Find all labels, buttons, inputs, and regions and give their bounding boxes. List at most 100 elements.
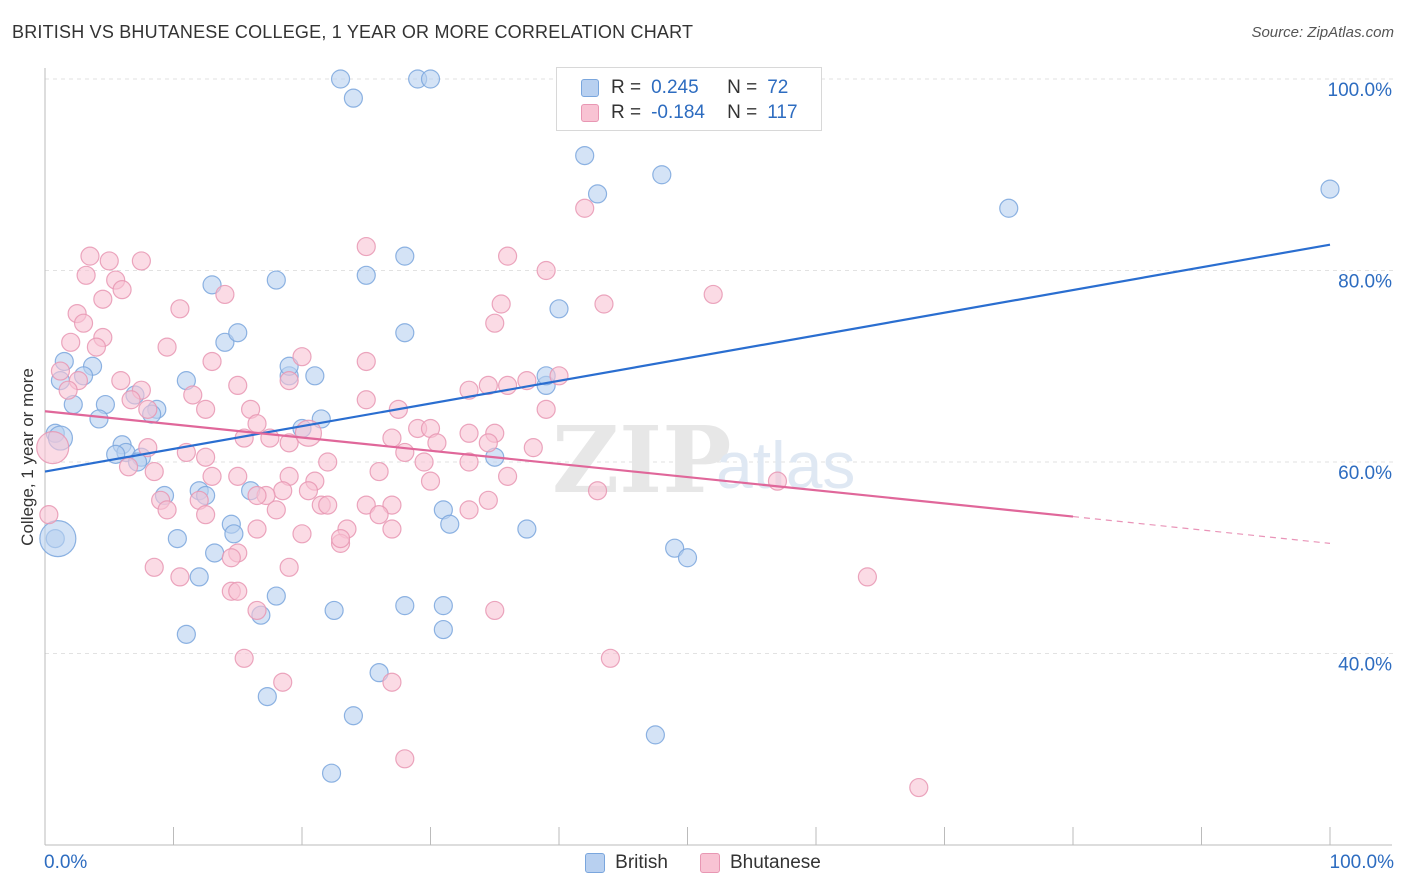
point-bhutanese — [382, 672, 402, 692]
point-bhutanese — [356, 351, 376, 372]
point-bhutanese — [279, 433, 299, 453]
point-british — [395, 246, 415, 266]
point-bhutanese — [202, 351, 222, 372]
point-british — [677, 548, 698, 568]
watermark-zip: ZIP — [552, 406, 731, 514]
point-bhutanese — [298, 481, 319, 501]
point-british — [89, 409, 109, 429]
y-tick-label: 60.0% — [1338, 463, 1392, 484]
point-bhutanese — [330, 528, 351, 549]
trend-line-bhutanese — [44, 410, 1074, 518]
point-british — [652, 165, 672, 185]
legend-n-label-bhutanese: N = — [727, 102, 758, 123]
point-bhutanese — [157, 500, 177, 520]
series-legend-british[interactable]: British — [585, 852, 668, 874]
point-bhutanese — [170, 567, 190, 587]
point-british — [224, 524, 244, 544]
point-british — [433, 619, 453, 640]
legend-r-label-bhutanese: R = — [611, 102, 642, 123]
point-bhutanese — [228, 581, 248, 601]
point-british — [205, 543, 225, 563]
point-bhutanese — [600, 648, 621, 668]
point-bhutanese — [144, 461, 164, 482]
point-bhutanese — [369, 505, 389, 525]
point-bhutanese — [228, 466, 248, 486]
point-bhutanese — [356, 390, 376, 410]
point-british — [665, 538, 685, 558]
point-bhutanese — [80, 246, 100, 266]
point-bhutanese — [157, 337, 177, 357]
point-british — [266, 586, 286, 606]
point-bhutanese — [459, 423, 479, 443]
point-british — [440, 514, 460, 534]
point-british — [321, 763, 342, 783]
point-british — [645, 725, 665, 745]
point-bhutanese — [857, 567, 878, 587]
point-bhutanese — [498, 246, 518, 266]
point-bhutanese — [279, 371, 299, 391]
legend-n-label-british: N = — [727, 77, 758, 98]
point-bhutanese — [523, 438, 543, 458]
point-bhutanese — [36, 431, 70, 465]
point-bhutanese — [228, 375, 248, 395]
y-tick-label: 80.0% — [1338, 272, 1392, 293]
series-legend-label-british: British — [615, 852, 668, 873]
point-bhutanese — [459, 380, 479, 400]
legend-r-label-british: R = — [611, 77, 642, 98]
point-bhutanese — [414, 452, 434, 472]
point-bhutanese — [247, 519, 267, 539]
legend-row-british: R = 0.245 N = 72 — [581, 76, 788, 100]
point-british — [575, 146, 595, 166]
point-bhutanese — [318, 452, 338, 472]
point-bhutanese — [170, 299, 190, 319]
point-british — [215, 332, 235, 352]
point-bhutanese — [459, 500, 479, 520]
point-bhutanese — [121, 390, 141, 410]
legend-n-value-bhutanese: 117 — [767, 102, 798, 123]
series-legend-swatch-british — [585, 853, 606, 873]
legend-row-bhutanese: R = -0.184 N = 117 — [581, 101, 798, 125]
point-bhutanese — [111, 371, 131, 391]
point-bhutanese — [112, 280, 132, 300]
point-bhutanese — [196, 505, 216, 525]
point-british — [433, 596, 453, 616]
point-bhutanese — [266, 500, 286, 520]
point-bhutanese — [247, 414, 267, 434]
point-british — [356, 265, 376, 285]
point-bhutanese — [196, 399, 216, 419]
x-tick-label-max: 100.0% — [1329, 852, 1394, 873]
point-bhutanese — [234, 648, 254, 668]
point-british — [517, 519, 537, 539]
point-bhutanese — [292, 524, 312, 544]
chart-source: Source: ZipAtlas.com — [1251, 24, 1394, 41]
point-british — [324, 600, 344, 621]
point-british — [395, 323, 415, 343]
point-british — [369, 663, 389, 683]
point-british — [167, 528, 187, 549]
point-bhutanese — [76, 265, 96, 285]
point-bhutanese — [594, 294, 614, 314]
series-legend-label-bhutanese: Bhutanese — [729, 852, 821, 873]
point-british — [343, 706, 363, 726]
point-british — [1320, 179, 1340, 199]
point-bhutanese — [183, 385, 203, 405]
point-bhutanese — [118, 457, 139, 477]
legend-swatch-british — [581, 79, 599, 97]
point-bhutanese — [420, 471, 441, 491]
point-bhutanese — [247, 485, 267, 506]
point-bhutanese — [703, 284, 723, 305]
series-legend-bhutanese[interactable]: Bhutanese — [699, 852, 821, 874]
watermark-atlas: atlas — [716, 428, 855, 502]
chart-title: BRITISH VS BHUTANESE COLLEGE, 1 YEAR OR … — [12, 22, 694, 42]
point-british — [343, 88, 363, 108]
point-bhutanese — [369, 461, 389, 482]
y-tick-label: 40.0% — [1338, 655, 1392, 676]
correlation-legend: R = 0.245 N = 72 R = -0.184 N = 117 — [556, 67, 822, 131]
point-bhutanese — [279, 557, 299, 577]
point-british — [202, 275, 222, 295]
point-bhutanese — [221, 548, 241, 568]
point-bhutanese — [247, 600, 267, 621]
point-bhutanese — [215, 284, 235, 305]
point-british — [587, 184, 608, 204]
point-bhutanese — [93, 289, 113, 309]
